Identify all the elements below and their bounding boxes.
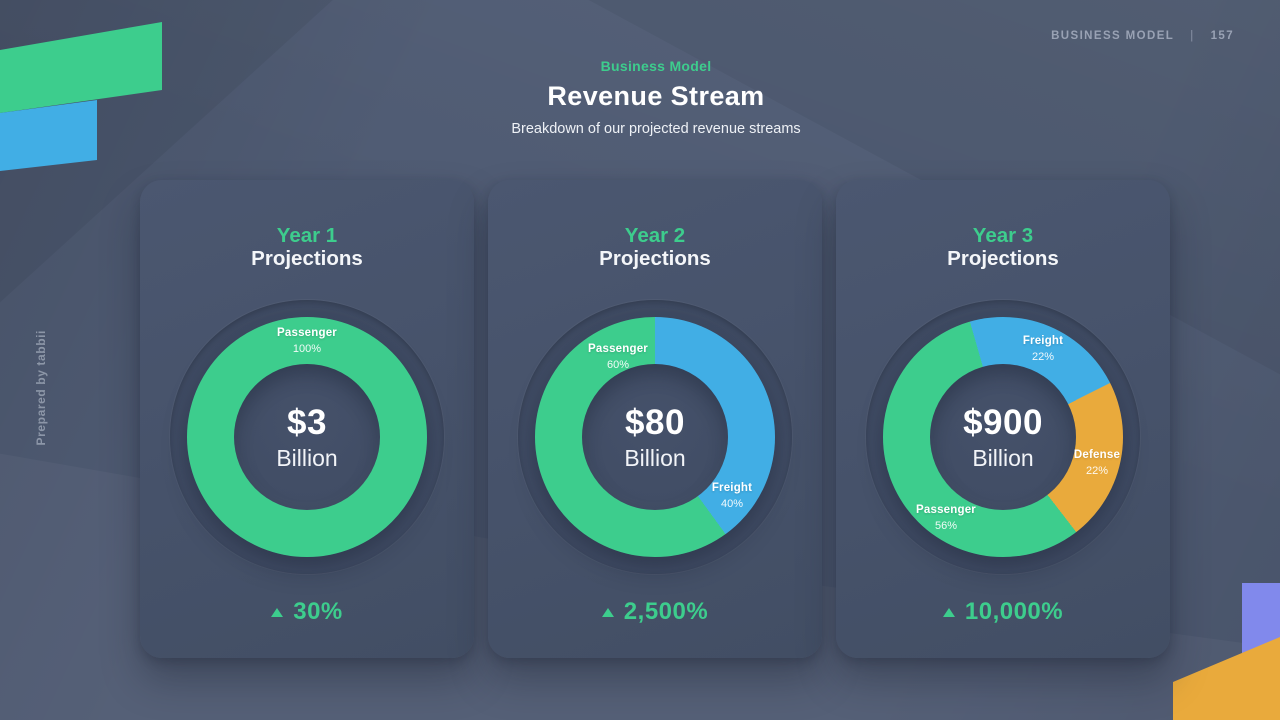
projection-cards-row: Year 1 Projections $3 Billion Passenger 1…: [140, 180, 1170, 658]
card-title: Year 3 Projections: [836, 224, 1170, 270]
card-year-2: Year 2 Projections $80 Billion Passenger…: [488, 180, 822, 658]
growth-indicator: 10,000%: [836, 598, 1170, 626]
donut-center: $3 Billion: [234, 364, 380, 510]
slice-name: Freight: [1022, 335, 1064, 347]
slice-label-freight: Freight 40%: [712, 482, 752, 510]
up-triangle-icon: [271, 607, 284, 617]
donut-chart-year-3: $900 Billion Freight 22% Defense 22% Passeng…: [866, 300, 1140, 574]
center-value: $900: [963, 402, 1043, 442]
card-title: Year 2 Projections: [488, 224, 822, 270]
donut-center: $900 Billion: [930, 364, 1076, 510]
slice-label-passenger: Passenger 100%: [277, 327, 337, 355]
center-unit: Billion: [276, 444, 338, 471]
projections-label: Projections: [599, 247, 711, 270]
slice-label-freight: Freight 22%: [1023, 335, 1063, 363]
card-year-1: Year 1 Projections $3 Billion Passenger 1…: [140, 180, 474, 658]
center-unit: Billion: [624, 444, 686, 471]
slice-percent: 60%: [606, 359, 630, 371]
slice-label-passenger: Passenger 60%: [588, 343, 648, 371]
up-triangle-icon: [942, 607, 955, 617]
year-label: Year 1: [276, 224, 338, 247]
card-title: Year 1 Projections: [140, 224, 474, 270]
growth-value: 2,500%: [623, 598, 709, 625]
slice-percent: 22%: [1085, 465, 1109, 477]
growth-value: 10,000%: [964, 598, 1064, 625]
slice-name: Passenger: [588, 343, 648, 355]
page-number: 157: [1210, 30, 1234, 42]
year-label: Year 3: [972, 224, 1034, 247]
page-meta: BUSINESS MODEL | 157: [1051, 30, 1234, 42]
center-unit: Billion: [972, 444, 1034, 471]
growth-indicator: 2,500%: [488, 598, 822, 626]
title-block: Business Model Revenue Stream Breakdown …: [16, 58, 1280, 137]
year-label: Year 2: [624, 224, 686, 247]
donut-chart-year-2: $80 Billion Passenger 60% Freight 40%: [518, 300, 792, 574]
slice-percent: 40%: [720, 498, 744, 510]
projections-label: Projections: [251, 247, 363, 270]
center-value: $80: [625, 402, 685, 442]
page-subtitle: Breakdown of our projected revenue strea…: [511, 121, 801, 137]
slice-name: Freight: [711, 482, 753, 494]
prepared-by-note: Prepared by tabbii: [34, 330, 48, 446]
up-triangle-icon: [601, 607, 614, 617]
slice-label-passenger: Passenger 56%: [916, 504, 976, 532]
section-label: BUSINESS MODEL: [1051, 30, 1175, 42]
page-title: Revenue Stream: [547, 81, 765, 111]
projections-label: Projections: [947, 247, 1059, 270]
donut-chart-year-1: $3 Billion Passenger 100%: [170, 300, 444, 574]
slice-label-defense: Defense 22%: [1074, 449, 1120, 477]
growth-value: 30%: [293, 598, 343, 625]
slice-name: Passenger: [277, 327, 337, 339]
slice-percent: 22%: [1031, 351, 1055, 363]
growth-indicator: 30%: [140, 598, 474, 626]
slice-name: Defense: [1073, 449, 1121, 461]
meta-separator: |: [1190, 30, 1195, 42]
center-value: $3: [287, 402, 327, 442]
eyebrow-label: Business Model: [600, 58, 712, 74]
donut-center: $80 Billion: [582, 364, 728, 510]
slice-percent: 100%: [292, 343, 322, 355]
slice-name: Passenger: [916, 504, 976, 516]
slice-percent: 56%: [934, 520, 958, 532]
card-year-3: Year 3 Projections $900 Billion Freight 2…: [836, 180, 1170, 658]
